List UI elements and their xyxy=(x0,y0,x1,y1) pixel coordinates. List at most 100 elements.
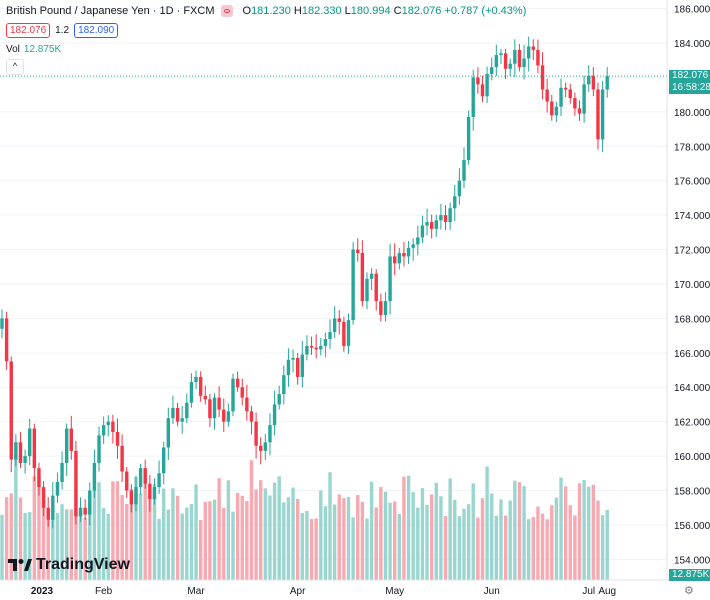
candle-body xyxy=(439,215,443,221)
candle-body xyxy=(577,108,582,114)
volume-bar xyxy=(9,493,13,580)
candle-body xyxy=(83,507,87,515)
candle-body xyxy=(286,359,291,376)
candle-body xyxy=(596,89,600,140)
volume-bar xyxy=(383,491,388,580)
volume-bar xyxy=(37,476,41,580)
volume-bar xyxy=(60,504,64,580)
volume-bar xyxy=(494,515,499,580)
candle-body xyxy=(143,468,147,484)
open-value: 181.230 xyxy=(251,5,291,17)
volume-bar xyxy=(577,483,582,580)
volume-bar xyxy=(406,475,411,580)
candle-body xyxy=(587,75,591,85)
tradingview-logo[interactable]: TradingView xyxy=(8,556,130,574)
volume-bar xyxy=(420,488,425,580)
price-tick-label: 166.000 xyxy=(674,349,710,360)
settings-gear-icon[interactable]: ⚙ xyxy=(684,585,694,597)
candle-body xyxy=(148,483,152,500)
candle-body xyxy=(51,495,55,520)
volume-bar xyxy=(365,518,369,580)
volume-bar xyxy=(471,483,475,580)
candle-body xyxy=(508,63,512,69)
candle-body xyxy=(226,411,231,422)
volume-bar xyxy=(14,454,18,580)
candle-body xyxy=(97,435,101,463)
high-value: 182.330 xyxy=(301,5,342,17)
volume-bar xyxy=(568,505,572,580)
candle-body xyxy=(582,84,586,114)
candle-body xyxy=(166,418,171,448)
volume-bar xyxy=(587,486,591,580)
symbol-title[interactable]: British Pound / Japanese Yen · 1D · FXCM xyxy=(6,5,215,17)
volume-bar xyxy=(129,489,134,580)
candle-body xyxy=(231,378,235,412)
candle-body xyxy=(249,411,254,422)
time-tick-label: Jul xyxy=(582,586,595,597)
candle-body xyxy=(522,58,526,68)
candle-body xyxy=(323,339,328,346)
price-tick-label: 180.000 xyxy=(674,108,710,119)
candle-body xyxy=(332,318,337,333)
candle-body xyxy=(411,244,415,248)
time-tick-label: 2023 xyxy=(31,586,54,597)
candle-body xyxy=(383,301,388,315)
volume-bar xyxy=(120,495,124,580)
volume-bar xyxy=(328,472,332,580)
candle-body xyxy=(208,399,212,419)
volume-tag: 12.875K xyxy=(669,569,710,581)
candle-body xyxy=(476,77,480,85)
volume-bar xyxy=(0,514,4,580)
volume-bar xyxy=(513,480,517,580)
volume-bar xyxy=(550,505,554,580)
bar-countdown: 16:58:28 xyxy=(672,82,710,94)
volume-bar xyxy=(402,476,406,580)
time-tick-label: Jun xyxy=(484,586,500,597)
volume-bar xyxy=(226,480,231,580)
candle-body xyxy=(480,84,485,97)
candle-body xyxy=(545,89,549,102)
price-tick-label: 164.000 xyxy=(674,383,710,394)
volume-bar xyxy=(268,495,272,580)
time-tick-label: Mar xyxy=(187,586,205,597)
candle-body xyxy=(402,252,406,257)
volume-bar xyxy=(554,497,559,580)
candle-body xyxy=(337,318,341,322)
visibility-icon[interactable] xyxy=(220,5,233,17)
price-tick-label: 172.000 xyxy=(674,246,710,257)
volume-bar xyxy=(291,487,295,580)
candle-body xyxy=(134,487,138,505)
candle-body xyxy=(212,397,217,419)
price-tick-label: 176.000 xyxy=(674,177,710,188)
buy-button[interactable]: 182.090 xyxy=(74,23,119,38)
candle-body xyxy=(41,487,46,508)
volume-bar xyxy=(582,479,586,580)
volume-bar xyxy=(115,481,120,580)
volume-bar xyxy=(346,497,351,580)
volume-bar xyxy=(309,519,314,580)
volume-label[interactable]: Vol xyxy=(6,44,20,55)
candle-body xyxy=(129,490,134,505)
candle-body xyxy=(194,376,198,383)
volume-bar xyxy=(522,486,526,580)
candle-body xyxy=(568,89,572,99)
volume-bar xyxy=(83,517,87,580)
volume-bar xyxy=(64,509,69,580)
candle-body xyxy=(531,46,535,50)
candle-body xyxy=(314,347,318,350)
volume-bar xyxy=(545,519,549,580)
volume-bar xyxy=(462,508,466,580)
change-value: +0.787 (+0.43%) xyxy=(444,5,527,17)
candle-body xyxy=(0,318,4,329)
volume-bar xyxy=(411,492,415,580)
volume-bar xyxy=(74,485,78,580)
volume-bar xyxy=(351,517,355,580)
time-axis[interactable]: 2023 Feb Mar Apr May Jun Jul Aug xyxy=(31,586,616,597)
candle-body xyxy=(88,490,92,515)
sell-button[interactable]: 182.076 xyxy=(6,23,51,38)
volume-bar xyxy=(305,510,309,580)
volume-bar xyxy=(369,481,374,580)
candle-body xyxy=(573,98,577,109)
collapse-legend-button[interactable]: ^ xyxy=(6,59,24,75)
